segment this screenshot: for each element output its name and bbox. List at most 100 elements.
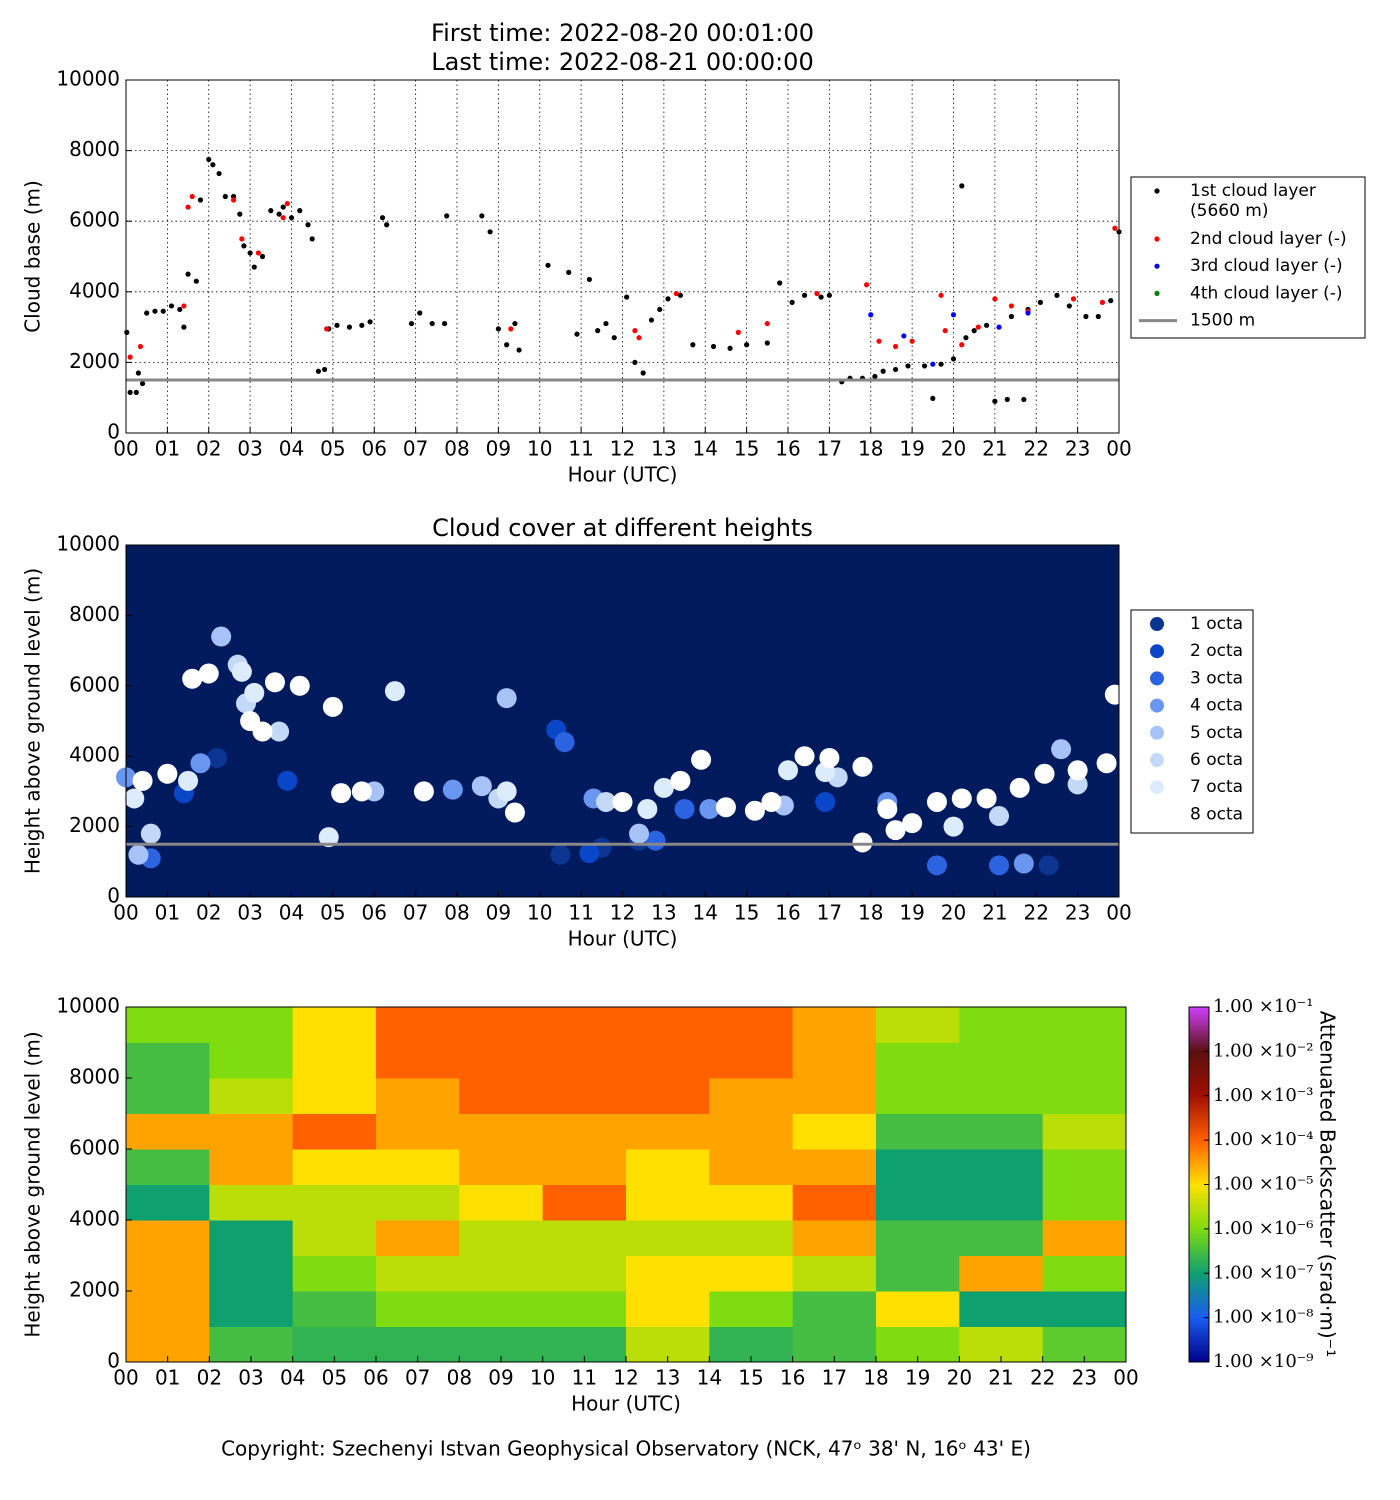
- point: [992, 296, 998, 302]
- heat-cell: [376, 1007, 460, 1043]
- point: [128, 844, 149, 865]
- point: [384, 222, 390, 228]
- point: [181, 324, 187, 330]
- heat-cell: [1042, 1255, 1127, 1292]
- heat-cell: [876, 1291, 960, 1327]
- heat-cell: [209, 1255, 294, 1292]
- point: [190, 753, 211, 774]
- point: [595, 791, 616, 812]
- colorbar-tick-label: 1.00 ×10⁻⁷: [1213, 1262, 1314, 1283]
- point: [413, 781, 434, 802]
- point: [674, 799, 695, 819]
- x-tick-label: 14: [697, 1366, 722, 1390]
- point: [950, 312, 957, 318]
- heat-cell: [376, 1291, 460, 1327]
- point: [197, 197, 204, 203]
- colorbar-tick-label: 1.00 ×10⁻¹: [1213, 996, 1314, 1017]
- point: [198, 663, 219, 684]
- heat-cell: [209, 1078, 294, 1114]
- x-tick-label: 15: [734, 437, 759, 461]
- x-tick-label: 01: [155, 1366, 180, 1390]
- legend-label: 1500 m: [1190, 311, 1255, 331]
- heat-cell: [959, 1078, 1044, 1114]
- point: [479, 213, 485, 219]
- heat-cell: [542, 1149, 627, 1185]
- point: [989, 806, 1010, 827]
- colorbar-tick-label: 1.00 ×10⁻⁹: [1213, 1351, 1314, 1372]
- point: [691, 749, 712, 770]
- heat-cell: [542, 1184, 627, 1221]
- heat-cell: [459, 1291, 544, 1327]
- heat-cell: [792, 1042, 877, 1079]
- x-tick-label: 02: [196, 437, 221, 461]
- point: [139, 380, 146, 387]
- point: [938, 292, 944, 298]
- x-tick-label: 07: [405, 1366, 430, 1390]
- heat-cell: [709, 1078, 794, 1114]
- point: [189, 193, 195, 200]
- point: [665, 296, 671, 302]
- point: [182, 668, 203, 689]
- x-tick-label: 12: [610, 437, 635, 461]
- point: [814, 290, 820, 297]
- x-tick-label: 21: [988, 1366, 1013, 1390]
- x-tick-label: 22: [1024, 901, 1049, 925]
- x-tick-label: 20: [941, 437, 966, 461]
- x-tick-label: 02: [197, 1366, 222, 1390]
- x-tick-label: 13: [655, 1366, 680, 1390]
- x-tick-label: 17: [817, 437, 842, 461]
- point: [211, 626, 232, 647]
- x-tick-label: 12: [610, 901, 635, 925]
- point: [259, 253, 266, 260]
- point: [237, 211, 243, 217]
- point: [744, 800, 765, 821]
- point: [1104, 684, 1125, 705]
- x-tick-label: 01: [155, 901, 180, 925]
- x-tick-label: 19: [899, 901, 924, 925]
- heat-cell: [459, 1255, 544, 1292]
- point: [566, 269, 572, 275]
- point: [595, 328, 601, 334]
- x-tick-label: 11: [572, 1366, 597, 1390]
- point: [852, 832, 873, 853]
- point: [976, 788, 997, 809]
- x-tick-label: 03: [237, 901, 262, 925]
- point: [868, 312, 874, 318]
- heat-cell: [792, 1149, 877, 1185]
- legend-marker: [1154, 263, 1160, 269]
- heat-cell: [292, 1042, 377, 1079]
- y-tick-label: 6000: [69, 1136, 120, 1160]
- plot-background: [126, 545, 1119, 897]
- point: [318, 827, 339, 848]
- point: [880, 368, 886, 374]
- point: [1067, 760, 1088, 781]
- point: [127, 389, 133, 396]
- point: [1008, 303, 1015, 309]
- point: [579, 843, 600, 863]
- heat-cell: [876, 1078, 960, 1114]
- heat-cell: [876, 1220, 960, 1256]
- heat-cell: [709, 1113, 794, 1150]
- x-tick-label: 18: [863, 1366, 888, 1390]
- x-tick-label: 08: [444, 901, 469, 925]
- y-tick-label: 8000: [69, 137, 120, 161]
- point: [137, 343, 144, 350]
- point: [690, 342, 696, 348]
- colorbar-tick-label: 1.00 ×10⁻⁴: [1213, 1129, 1314, 1150]
- point: [938, 361, 944, 367]
- heat-cell: [292, 1078, 377, 1114]
- point: [640, 370, 646, 376]
- heat-cell: [376, 1184, 460, 1221]
- x-tick-label: 10: [530, 1366, 555, 1390]
- heat-cell: [292, 1113, 377, 1150]
- x-tick-label: 16: [775, 901, 800, 925]
- heat-cell: [626, 1220, 710, 1256]
- x-tick-label: 00: [1106, 901, 1131, 925]
- point: [508, 326, 514, 332]
- point: [504, 342, 510, 348]
- heat-cell: [459, 1184, 544, 1221]
- x-tick-label: 16: [780, 1366, 805, 1390]
- point: [901, 333, 907, 339]
- point: [1070, 296, 1077, 302]
- x-tick-label: 05: [322, 1366, 347, 1390]
